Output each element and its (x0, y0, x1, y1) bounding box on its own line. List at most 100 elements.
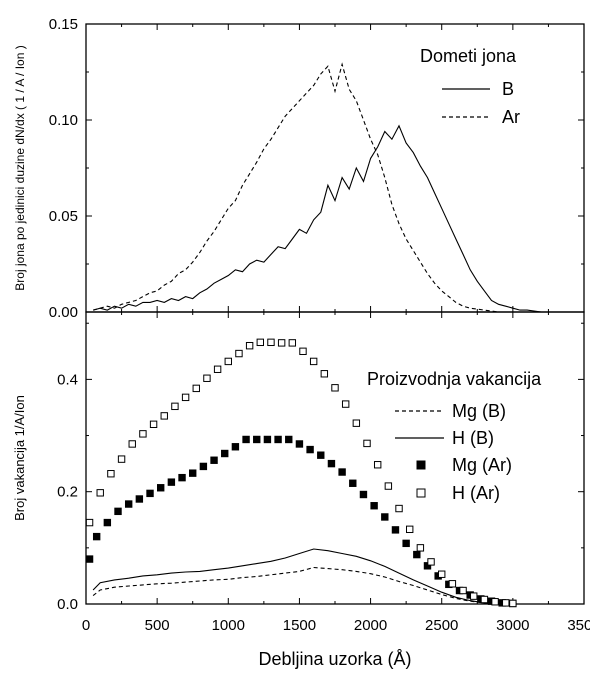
panel-2-series-h-ar-point (480, 595, 489, 604)
x-tick-label: 2500 (425, 617, 458, 634)
panel-2-series-mg-ar-point (103, 518, 112, 527)
panel-2-series-mg-ar-point (349, 479, 357, 487)
panel-2-y-tick-label: 0.4 (57, 371, 78, 388)
panel-2-series-h-ar-point (85, 518, 94, 527)
panel-1-y-tick-label: 0.10 (49, 112, 78, 129)
panel-2-series-mg-ar-point (199, 462, 208, 471)
panel-2-series-h-ar-point (256, 338, 265, 347)
legend-2-label: Mg (B) (452, 401, 506, 421)
legend-2-label: Mg (Ar) (452, 455, 512, 475)
panel-2-series-h-ar-point (384, 482, 393, 490)
panel-2-series-h-ar-point (117, 455, 126, 463)
panel-2-series-h-ar-point (406, 525, 414, 534)
panel-2-series-h-ar-point (352, 419, 361, 427)
x-tick-label: 3500 (567, 617, 590, 634)
panel-2-series-h-ar-point (438, 570, 446, 578)
panel-2-series-mg-ar-point (178, 473, 186, 482)
legend-1-label: B (502, 79, 514, 99)
panel-2-y-tick-label: 0.0 (57, 596, 78, 613)
panel-2-series-mg-ar-point (402, 539, 410, 548)
panel-2-series-mg-ar-point (263, 435, 272, 444)
panel-2-series-mg-ar-point (370, 502, 378, 510)
panel-2-series-mg-ar-point (327, 459, 336, 468)
data-series (85, 62, 542, 608)
panel-2-series-mg-b-line (92, 566, 513, 605)
panel-2-series-h-ar-point (309, 357, 318, 366)
legend-1-label: Ar (502, 107, 520, 127)
panel-1-y-tick-label: 0.05 (49, 208, 78, 225)
panel-2-series-h-ar-point (277, 339, 286, 347)
axis-labels: Debljina uzorka (Å) Broj jona po jedinici… (12, 45, 412, 669)
panel-2-series-h-ar-point (509, 599, 517, 608)
panel-2-series-mg-ar-point (295, 440, 304, 448)
panel-2-series-mg-ar-point (85, 555, 94, 563)
panel-2-series-h-ar-point (470, 592, 478, 600)
panel-1-y-tick-label: 0.00 (49, 304, 78, 321)
panel-2-series-h-ar-point (107, 470, 115, 478)
panel-1-frame (85, 23, 585, 313)
panel-2-series-mg-ar-point (381, 513, 389, 521)
panel-2-series-mg-ar-point (413, 550, 421, 559)
panel-1-series-ar-line (92, 62, 499, 313)
panel-2-series-h-ar-point (491, 598, 499, 606)
legend-2-title: Proizvodnja vakancija (367, 369, 542, 389)
panel-2-series-h-ar-point (331, 384, 339, 392)
panel-2-series-h-ar-point (149, 420, 158, 429)
x-tick-label: 3000 (496, 617, 529, 634)
panel-2-series-mg-ar-point (306, 445, 314, 454)
panel-2-series-mg-ar-point (124, 500, 133, 508)
panel-2-series-mg-ar-point (274, 435, 282, 444)
x-axis-label: Debljina uzorka (Å) (258, 649, 411, 669)
panel-2-series-mg-ar-point (114, 507, 122, 516)
legend-2-label: H (Ar) (452, 483, 500, 503)
legends: Dometi jona B Ar Proizvodnja vakancija Mg (B… (367, 46, 542, 503)
panel-2-series-h-ar-point (395, 504, 403, 513)
panel-2-series-mg-ar-point (285, 435, 293, 444)
panel-2-series-h-ar-point (181, 393, 190, 402)
panel-2-series-mg-ar-point (210, 456, 218, 464)
panel-2-series-mg-ar-point (242, 435, 250, 444)
legend-2-swatch (416, 488, 426, 498)
panel-2-series-mg-ar-point (338, 468, 346, 476)
legend-1-title: Dometi jona (420, 46, 517, 66)
panel-2-series-mg-ar-point (391, 526, 400, 534)
panel-2-series-mg-ar-point (317, 451, 325, 459)
legend-2-swatch (416, 460, 426, 470)
x-tick-label: 1500 (283, 617, 316, 634)
panel-2-series-h-ar-point (299, 347, 307, 356)
panel-2-series-h-ar-point (235, 349, 243, 358)
panel-2-series-h-ar-point (341, 400, 350, 408)
panel-2-series-h-ar-point (213, 365, 222, 373)
panel-2-series-mg-ar-point (146, 489, 154, 498)
panel-2-series-mg-ar-point (157, 484, 165, 492)
panel-2-series-h-ar-point (96, 489, 104, 497)
x-tick-label: 0 (82, 617, 90, 634)
panel-2-series-h-ar-point (416, 544, 425, 552)
panel-2-series-h-ar-point (171, 402, 179, 411)
panel-2-series-h-ar-point (245, 341, 254, 350)
panel-2-series-mg-ar-point (167, 478, 176, 486)
panel-2-series-h-ar-point (448, 580, 457, 588)
x-tick-label: 1000 (212, 617, 245, 634)
panel-2-series-h-ar-point (320, 370, 329, 378)
x-tick-label: 500 (145, 617, 170, 634)
panel-2-series-h-ar-point (427, 558, 435, 566)
panel-2-series-h-ar-point (373, 461, 382, 469)
panel-2-series-mg-ar-point (231, 443, 240, 451)
panel-2-series-h-ar-point (139, 430, 147, 438)
panel-2-series-h-b-line (92, 548, 513, 605)
panel-2-series-mg-ar-point (221, 449, 229, 458)
axis-ticks: 0.00 0.05 0.10 0.15 0.0 0.2 0.4 0 500 1000 1500 200… (49, 16, 590, 634)
y-axis-label-top: Broj jona po jedinici duzine dN/dx ( 1 /… (13, 45, 27, 290)
panel-2-series-h-ar-point (192, 384, 200, 393)
panel-1-y-tick-label: 0.15 (49, 16, 78, 33)
panel-2-y-tick-label: 0.2 (57, 484, 78, 501)
y-axis-label-bottom: Broj vakancija 1/A/Ion (12, 395, 27, 521)
panel-2-series-mg-ar-point (92, 532, 101, 541)
panel-2-series-mg-ar-point (359, 490, 368, 499)
panel-2-series-h-ar-point (288, 339, 297, 347)
panel-2-series-h-ar-point (502, 599, 510, 607)
x-tick-label: 2000 (354, 617, 387, 634)
panel-2-series-mg-ar-point (135, 495, 144, 503)
panel-2-series-mg-ar-point (189, 469, 197, 477)
